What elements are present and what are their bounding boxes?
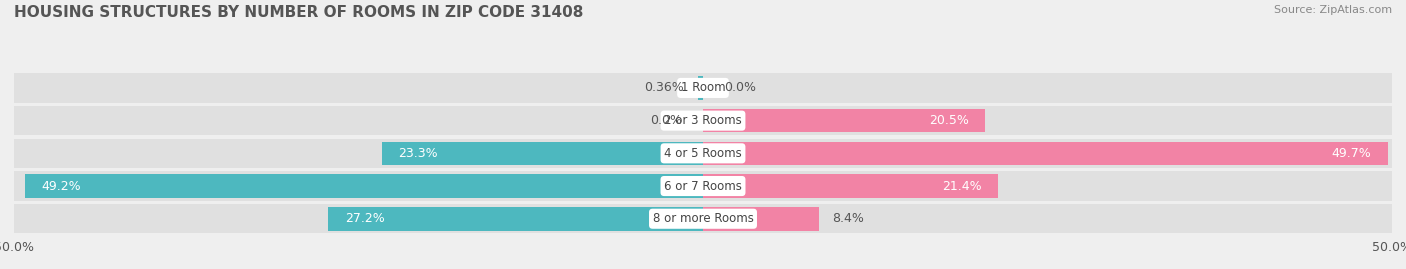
Text: Source: ZipAtlas.com: Source: ZipAtlas.com bbox=[1274, 5, 1392, 15]
Bar bbox=[328, 207, 703, 231]
Text: 1 Room: 1 Room bbox=[681, 82, 725, 94]
Text: 0.36%: 0.36% bbox=[644, 82, 685, 94]
Text: 49.2%: 49.2% bbox=[42, 179, 82, 193]
Bar bbox=[14, 73, 703, 103]
Text: 20.5%: 20.5% bbox=[929, 114, 969, 127]
Bar bbox=[382, 141, 703, 165]
Text: 0.0%: 0.0% bbox=[724, 82, 755, 94]
Bar bbox=[703, 73, 1392, 103]
Bar bbox=[703, 204, 1392, 233]
Bar bbox=[14, 171, 703, 201]
Bar bbox=[14, 204, 703, 233]
Bar bbox=[25, 174, 703, 198]
Text: 27.2%: 27.2% bbox=[344, 212, 384, 225]
Text: 4 or 5 Rooms: 4 or 5 Rooms bbox=[664, 147, 742, 160]
Bar bbox=[703, 171, 1392, 201]
Bar bbox=[14, 106, 703, 135]
Text: 6 or 7 Rooms: 6 or 7 Rooms bbox=[664, 179, 742, 193]
Bar bbox=[703, 174, 998, 198]
Bar bbox=[703, 109, 986, 132]
Text: 8 or more Rooms: 8 or more Rooms bbox=[652, 212, 754, 225]
Text: HOUSING STRUCTURES BY NUMBER OF ROOMS IN ZIP CODE 31408: HOUSING STRUCTURES BY NUMBER OF ROOMS IN… bbox=[14, 5, 583, 20]
Bar bbox=[703, 207, 818, 231]
Text: 8.4%: 8.4% bbox=[832, 212, 865, 225]
Bar bbox=[697, 76, 703, 100]
Text: 49.7%: 49.7% bbox=[1331, 147, 1371, 160]
Text: 0.0%: 0.0% bbox=[651, 114, 682, 127]
Text: 21.4%: 21.4% bbox=[942, 179, 981, 193]
Bar bbox=[703, 106, 1392, 135]
Text: 2 or 3 Rooms: 2 or 3 Rooms bbox=[664, 114, 742, 127]
Bar bbox=[14, 139, 703, 168]
Bar bbox=[703, 141, 1388, 165]
Bar bbox=[703, 139, 1392, 168]
Text: 23.3%: 23.3% bbox=[398, 147, 439, 160]
